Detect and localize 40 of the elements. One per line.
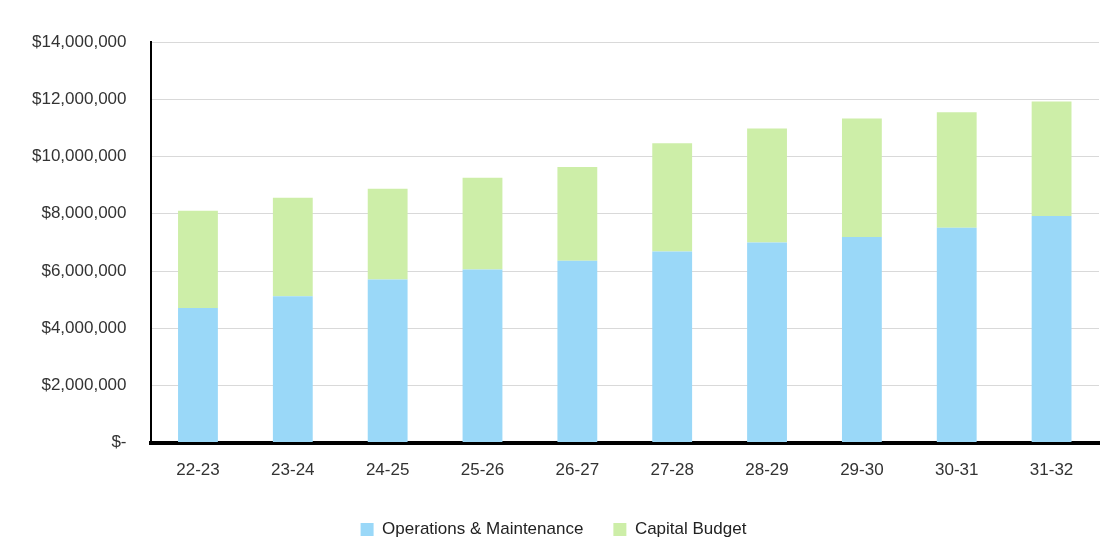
bar — [557, 260, 598, 443]
bar — [462, 269, 503, 443]
bar — [272, 197, 313, 297]
x-tick-label: 31-32 — [1029, 460, 1074, 480]
y-tick-label: $- — [111, 432, 127, 452]
bar — [841, 236, 882, 443]
x-tick-label: 27-28 — [650, 460, 694, 480]
bar — [272, 296, 313, 443]
bar — [178, 307, 218, 443]
x-tick-label: 24-25 — [365, 460, 410, 480]
bar — [1031, 216, 1072, 443]
y-tick-label: $8,000,000 — [41, 203, 127, 223]
bar — [1031, 101, 1072, 217]
y-tick-label: $4,000,000 — [41, 317, 127, 337]
bar — [747, 242, 787, 443]
bar — [178, 210, 218, 308]
bar — [367, 188, 408, 280]
bar — [652, 251, 693, 443]
bar — [936, 112, 977, 228]
bar — [936, 227, 977, 443]
x-tick-label: 28-29 — [745, 460, 789, 480]
y-tick-label: $6,000,000 — [41, 260, 127, 280]
y-tick-label: $2,000,000 — [41, 375, 127, 395]
legend-label: Operations & Maintenance — [382, 519, 584, 539]
y-tick-label: $14,000,000 — [31, 31, 127, 51]
x-tick-label: 22-23 — [176, 460, 220, 480]
x-tick-label: 23-24 — [271, 460, 315, 480]
bar — [841, 118, 882, 237]
x-tick-label: 26-27 — [555, 460, 600, 480]
bar — [652, 143, 693, 252]
bar — [462, 177, 503, 270]
y-tick-label: $10,000,000 — [31, 146, 127, 166]
bar — [557, 166, 598, 261]
x-tick-label: 29-30 — [840, 460, 884, 480]
x-tick-label: 30-31 — [934, 460, 979, 480]
y-tick-label: $12,000,000 — [31, 89, 127, 109]
bar — [367, 279, 408, 443]
x-tick-label: 25-26 — [460, 460, 505, 480]
legend-label: Capital Budget — [634, 519, 747, 539]
bar — [747, 128, 787, 243]
